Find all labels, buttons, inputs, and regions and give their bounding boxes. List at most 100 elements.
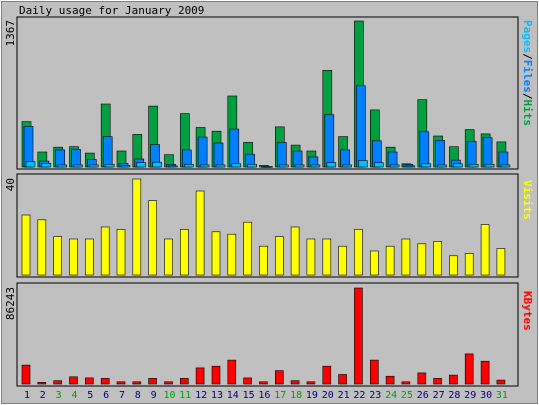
files-bar	[324, 114, 335, 168]
kbytes-bar	[211, 365, 221, 385]
usage-side-label: Pages/Files/Hits	[521, 20, 534, 126]
day-label: 16	[258, 390, 270, 401]
visits-bar	[338, 245, 347, 276]
files-bar	[197, 136, 208, 168]
pages-bar	[310, 164, 321, 168]
day-label: 22	[353, 390, 365, 401]
kbytes-bar	[354, 287, 363, 385]
kbytes-panel	[16, 282, 519, 387]
visits-bar	[322, 238, 332, 276]
kbytes-bar	[100, 378, 110, 385]
pages-bar	[294, 164, 305, 168]
visits-bar	[53, 236, 63, 276]
side-label-sep-1: /	[521, 53, 534, 60]
kbytes-bar	[85, 377, 94, 385]
visits-bar	[417, 243, 427, 276]
kbytes-bar	[132, 381, 142, 385]
side-label-pages: Pages	[521, 20, 534, 53]
day-label: 13	[211, 390, 223, 401]
kbytes-bar	[449, 374, 458, 385]
day-label: 31	[496, 390, 508, 401]
visits-bar	[480, 224, 490, 276]
visits-bar	[290, 226, 300, 276]
visits-bar	[433, 241, 442, 276]
visits-bar	[37, 219, 47, 276]
day-label: 21	[338, 390, 350, 401]
day-label: 2	[40, 390, 46, 401]
pages-bar	[342, 164, 352, 168]
kbytes-bar	[401, 381, 411, 385]
day-labels: 1 2 3 4 5 6 7 8 9 10 11 12 13 14 15 16 17 18 19 20 21 22 23 24 2…	[24, 390, 508, 401]
pages-bar	[152, 161, 162, 168]
pages-bar	[437, 164, 447, 168]
day-label: 23	[369, 390, 381, 401]
day-label: 27	[433, 390, 445, 401]
day-label: 5	[87, 390, 93, 401]
day-label: 14	[227, 390, 239, 401]
pages-bar	[263, 166, 273, 168]
visits-bar	[211, 231, 221, 276]
day-label: 3	[56, 390, 62, 401]
kbytes-bar	[433, 378, 442, 385]
day-label: 17	[274, 390, 286, 401]
pages-bar	[25, 161, 36, 168]
kbytes-bar	[69, 376, 78, 385]
pages-bar	[421, 163, 432, 168]
files-bar	[466, 141, 477, 168]
day-label: 4	[71, 390, 77, 401]
day-label: 28	[448, 390, 460, 401]
visits-bar	[100, 226, 110, 276]
files-bar	[276, 142, 287, 168]
day-label: 29	[464, 390, 476, 401]
kbytes-bar	[464, 353, 474, 385]
files-bar	[102, 136, 113, 168]
kbytes-bar	[496, 379, 506, 385]
day-label: 8	[135, 390, 141, 401]
visits-bar	[354, 229, 363, 276]
kbytes-bar	[148, 378, 157, 385]
visits-side-label: Visits	[521, 180, 534, 220]
visits-bar	[180, 229, 189, 276]
files-bar	[213, 142, 224, 168]
day-label: 12	[195, 390, 207, 401]
pages-bar	[120, 165, 131, 168]
pages-bar	[373, 162, 384, 168]
visits-bar	[306, 238, 316, 276]
day-label: 18	[290, 390, 302, 401]
day-label: 25	[401, 390, 413, 401]
pages-bar	[468, 164, 479, 168]
kbytes-bar	[180, 378, 189, 385]
visits-bar	[274, 236, 284, 276]
usage-y-max-label: 1367	[4, 20, 17, 47]
bar-marks	[21, 20, 511, 385]
visits-bar	[369, 250, 379, 276]
pages-bar	[326, 162, 337, 168]
files-bar	[435, 140, 445, 168]
side-label-sep-2: /	[521, 93, 534, 100]
visits-bar	[259, 245, 268, 276]
pages-bar	[73, 164, 83, 168]
pages-bar	[199, 164, 210, 168]
visits-bar	[148, 200, 157, 276]
files-bar	[340, 149, 350, 168]
day-label: 11	[179, 390, 191, 401]
pages-bar	[389, 164, 400, 168]
pages-bar	[184, 164, 194, 168]
kbytes-bar	[164, 381, 173, 385]
kbytes-bar	[480, 360, 490, 385]
day-label: 7	[119, 390, 125, 401]
kbytes-bar	[306, 381, 316, 385]
files-bar	[23, 126, 34, 168]
day-label: 30	[480, 390, 492, 401]
pages-bar	[453, 163, 463, 168]
pages-bar	[136, 162, 147, 168]
visits-bar	[195, 190, 205, 276]
kbytes-bar	[274, 370, 284, 385]
pages-bar	[89, 164, 99, 168]
files-bar	[71, 149, 81, 168]
kbytes-bar	[195, 367, 205, 385]
kbytes-bar	[322, 365, 332, 385]
pages-bar	[41, 163, 52, 168]
